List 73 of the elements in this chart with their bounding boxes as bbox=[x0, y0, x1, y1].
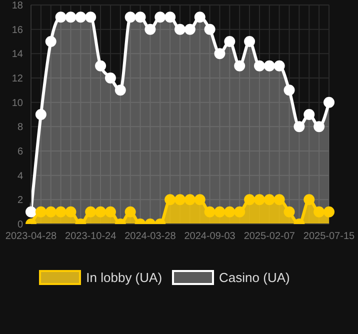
y-tick-label: 10 bbox=[12, 98, 24, 109]
point bbox=[174, 194, 186, 206]
point bbox=[324, 96, 334, 108]
point bbox=[314, 121, 325, 132]
point bbox=[184, 194, 196, 206]
x-tick-label: 2023-10-24 bbox=[65, 231, 117, 242]
y-tick-label: 6 bbox=[17, 146, 24, 158]
x-tick-label: 2025-07-15 bbox=[303, 231, 356, 242]
point bbox=[75, 12, 86, 23]
point bbox=[224, 206, 236, 218]
point bbox=[264, 194, 275, 206]
point bbox=[174, 24, 186, 35]
point bbox=[104, 72, 116, 84]
point bbox=[214, 206, 226, 218]
x-tick-label: 2024-03-28 bbox=[124, 231, 176, 242]
point bbox=[244, 36, 256, 47]
point bbox=[284, 84, 295, 96]
point bbox=[45, 36, 56, 47]
point bbox=[85, 12, 96, 23]
point bbox=[55, 206, 66, 218]
point bbox=[254, 194, 265, 206]
point bbox=[204, 206, 216, 218]
point bbox=[104, 206, 116, 218]
x-tick-label: 2025-02-07 bbox=[244, 231, 296, 242]
y-tick-label: 8 bbox=[17, 122, 24, 134]
point bbox=[134, 12, 146, 23]
point bbox=[26, 206, 36, 218]
point bbox=[164, 194, 176, 206]
y-tick-label: 2 bbox=[17, 195, 24, 206]
point bbox=[55, 12, 66, 23]
point bbox=[314, 206, 325, 218]
y-tick-label: 12 bbox=[12, 74, 24, 85]
y-tick-label: 16 bbox=[12, 24, 24, 36]
point bbox=[45, 206, 56, 218]
point bbox=[65, 206, 76, 218]
point bbox=[85, 206, 96, 218]
point bbox=[284, 206, 295, 218]
point bbox=[274, 194, 285, 206]
y-tick-label: 4 bbox=[17, 170, 24, 182]
y-tick-label: 18 bbox=[12, 0, 24, 12]
point bbox=[324, 206, 334, 218]
y-tick-label: 14 bbox=[12, 49, 24, 60]
point bbox=[65, 12, 76, 23]
point bbox=[264, 60, 275, 72]
point bbox=[304, 109, 315, 120]
legend-label: Casino (UA) bbox=[219, 270, 290, 285]
point bbox=[124, 206, 136, 218]
point bbox=[194, 12, 206, 23]
x-tick-label: 2024-09-03 bbox=[184, 231, 236, 242]
point bbox=[124, 12, 136, 23]
x-tick-label: 2023-04-28 bbox=[5, 231, 58, 242]
y-tick-label: 0 bbox=[17, 220, 24, 231]
point bbox=[144, 24, 156, 35]
legend-label: In lobby (UA) bbox=[86, 270, 162, 285]
point bbox=[234, 60, 246, 72]
point bbox=[244, 194, 256, 206]
point bbox=[95, 60, 106, 72]
point bbox=[204, 24, 216, 35]
point bbox=[234, 206, 246, 218]
point bbox=[254, 60, 265, 72]
point bbox=[214, 48, 226, 60]
point bbox=[194, 194, 206, 206]
point bbox=[35, 109, 46, 120]
point bbox=[95, 206, 106, 218]
point bbox=[294, 121, 305, 132]
point bbox=[184, 24, 196, 35]
point bbox=[35, 206, 46, 218]
point bbox=[274, 60, 285, 72]
point bbox=[114, 84, 126, 96]
point bbox=[164, 12, 176, 23]
point bbox=[224, 36, 236, 47]
point bbox=[154, 12, 166, 23]
point bbox=[304, 194, 315, 206]
